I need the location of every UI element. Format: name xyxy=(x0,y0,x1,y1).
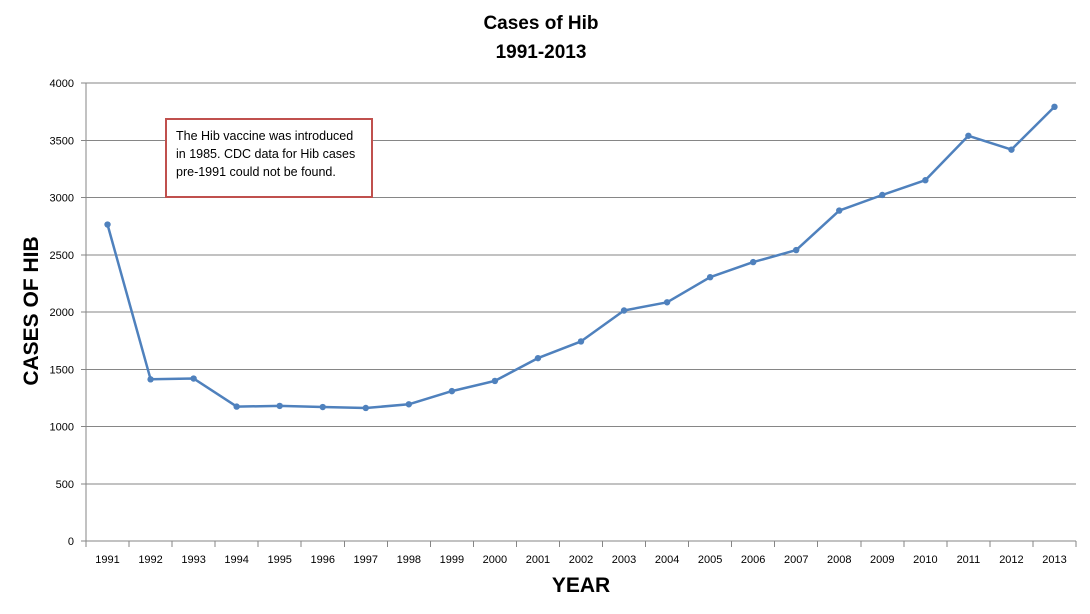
x-tick-label: 2012 xyxy=(999,554,1023,566)
data-point xyxy=(706,273,714,281)
x-tick-label: 2003 xyxy=(612,554,636,566)
x-tick-label: 1997 xyxy=(354,554,378,566)
y-tick-label: 0 xyxy=(68,536,74,548)
data-point xyxy=(879,191,886,199)
data-point xyxy=(104,221,111,228)
x-tick-label: 2002 xyxy=(569,554,593,566)
data-point xyxy=(965,132,972,139)
x-tick-label: 2007 xyxy=(784,554,808,566)
annotation-line: pre-1991 could not be found. xyxy=(176,165,336,179)
data-point xyxy=(793,246,800,254)
x-tick-label: 2006 xyxy=(741,554,765,566)
data-point xyxy=(276,402,283,410)
x-tick-label: 1994 xyxy=(224,554,248,566)
annotation-box: The Hib vaccine was introduced in 1985. … xyxy=(165,118,373,198)
y-tick-label: 2000 xyxy=(50,307,74,319)
data-point xyxy=(836,207,843,214)
series-line-group xyxy=(104,103,1058,412)
data-point xyxy=(319,403,326,411)
data-point xyxy=(663,299,671,306)
annotation-line: The Hib vaccine was introduced xyxy=(176,129,354,143)
y-tick-label: 1000 xyxy=(50,422,74,434)
data-point xyxy=(147,376,154,383)
x-tick-label: 1992 xyxy=(138,554,162,566)
chart-subtitle: 1991-2013 xyxy=(496,42,587,63)
data-point xyxy=(1051,103,1058,111)
y-axis-title: CASES OF HIB xyxy=(20,236,43,385)
data-point xyxy=(491,377,499,385)
y-tick-label: 3500 xyxy=(50,135,74,147)
chart-title: Cases of Hib xyxy=(483,13,598,34)
x-tick-label: 2001 xyxy=(526,554,550,566)
y-axis-ticks: 0 500 1000 1500 2000 2500 3000 3500 4000 xyxy=(50,78,86,548)
y-tick-label: 2500 xyxy=(50,250,74,262)
x-tick-label: 1998 xyxy=(397,554,421,566)
x-tick-label: 1993 xyxy=(181,554,205,566)
x-axis-title: YEAR xyxy=(552,574,610,597)
y-tick-label: 4000 xyxy=(50,78,74,90)
x-tick-label: 1996 xyxy=(310,554,334,566)
data-point xyxy=(448,387,456,395)
y-tick-label: 3000 xyxy=(50,193,74,205)
x-tick-label: 2008 xyxy=(827,554,851,566)
x-tick-label: 1999 xyxy=(440,554,464,566)
data-point xyxy=(233,403,240,410)
data-point xyxy=(534,354,542,362)
data-point xyxy=(749,258,757,266)
data-point xyxy=(190,375,197,382)
x-tick-label: 2000 xyxy=(483,554,507,566)
data-point xyxy=(362,404,369,412)
x-tick-label: 2004 xyxy=(655,554,679,566)
x-tick-label: 2010 xyxy=(913,554,937,566)
data-point xyxy=(405,401,413,408)
x-tick-label: 2013 xyxy=(1042,554,1066,566)
x-tick-label: 1995 xyxy=(267,554,291,566)
data-point xyxy=(577,338,585,345)
x-tick-label: 2009 xyxy=(870,554,894,566)
data-point xyxy=(922,177,929,184)
x-tick-label: 2005 xyxy=(698,554,722,566)
data-point xyxy=(1008,146,1015,153)
y-tick-label: 1500 xyxy=(50,364,74,376)
x-axis-ticks: 1991 1992 1993 1994 1995 1996 1997 1998 1999 2000… xyxy=(85,541,1077,566)
data-point xyxy=(620,307,628,314)
y-tick-label: 500 xyxy=(56,479,74,491)
annotation-line: in 1985. CDC data for Hib cases xyxy=(176,147,356,161)
x-tick-label: 2011 xyxy=(957,554,981,566)
x-tick-label: 1991 xyxy=(95,554,119,566)
